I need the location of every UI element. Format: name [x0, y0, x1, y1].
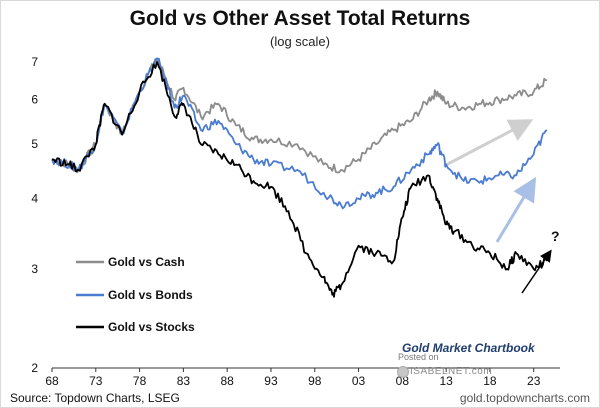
x-tick-label: 73: [89, 374, 103, 388]
x-tick-label: 78: [133, 374, 147, 388]
brand-label: Gold Market Chartbook: [402, 341, 535, 355]
trend-arrow-cash: [443, 119, 534, 168]
x-tick-label: 68: [45, 374, 59, 388]
x-tick-label: 23: [527, 374, 541, 388]
chart-title: Gold vs Other Asset Total Returns: [129, 7, 471, 30]
x-tick-label: 83: [177, 374, 191, 388]
series-line-3: [51, 61, 548, 298]
x-tick-label: 03: [352, 374, 366, 388]
chart-subtitle: (log scale): [270, 34, 330, 49]
legend-label: Gold vs Stocks: [108, 320, 195, 334]
trend-arrows: ?: [443, 119, 560, 294]
y-tick-label: 6: [31, 93, 38, 107]
question-mark-annotation: ?: [551, 228, 560, 244]
legend: Gold vs Cash Gold vs Bonds Gold vs Stocks: [76, 255, 195, 334]
source-note: Source: Topdown Charts, LSEG: [10, 391, 180, 405]
series-group: [51, 57, 548, 298]
series-line-1: [51, 57, 547, 174]
y-tick-label: 5: [31, 137, 38, 151]
series-line-2: [51, 57, 548, 210]
x-tick-label: 93: [264, 374, 278, 388]
x-tick-label: 88: [220, 374, 234, 388]
y-tick-label: 3: [31, 262, 38, 276]
legend-label: Gold vs Cash: [108, 255, 185, 269]
x-tick-label: 08: [396, 374, 410, 388]
isabelnet-label: ISABELNET.com: [410, 366, 493, 377]
x-tick-label: 13: [439, 374, 453, 388]
posted-on-label: Posted on: [398, 352, 439, 362]
legend-label: Gold vs Bonds: [108, 288, 193, 302]
y-tick-label: 2: [31, 361, 38, 375]
trend-arrow-bonds: [495, 176, 537, 243]
y-tick-label: 7: [31, 55, 38, 69]
website-link[interactable]: gold.topdowncharts.com: [459, 391, 590, 405]
x-tick-label: 98: [308, 374, 322, 388]
x-tick-label: 18: [483, 374, 497, 388]
isabelnet-logo-icon: [397, 366, 409, 378]
y-tick-label: 4: [31, 192, 38, 206]
